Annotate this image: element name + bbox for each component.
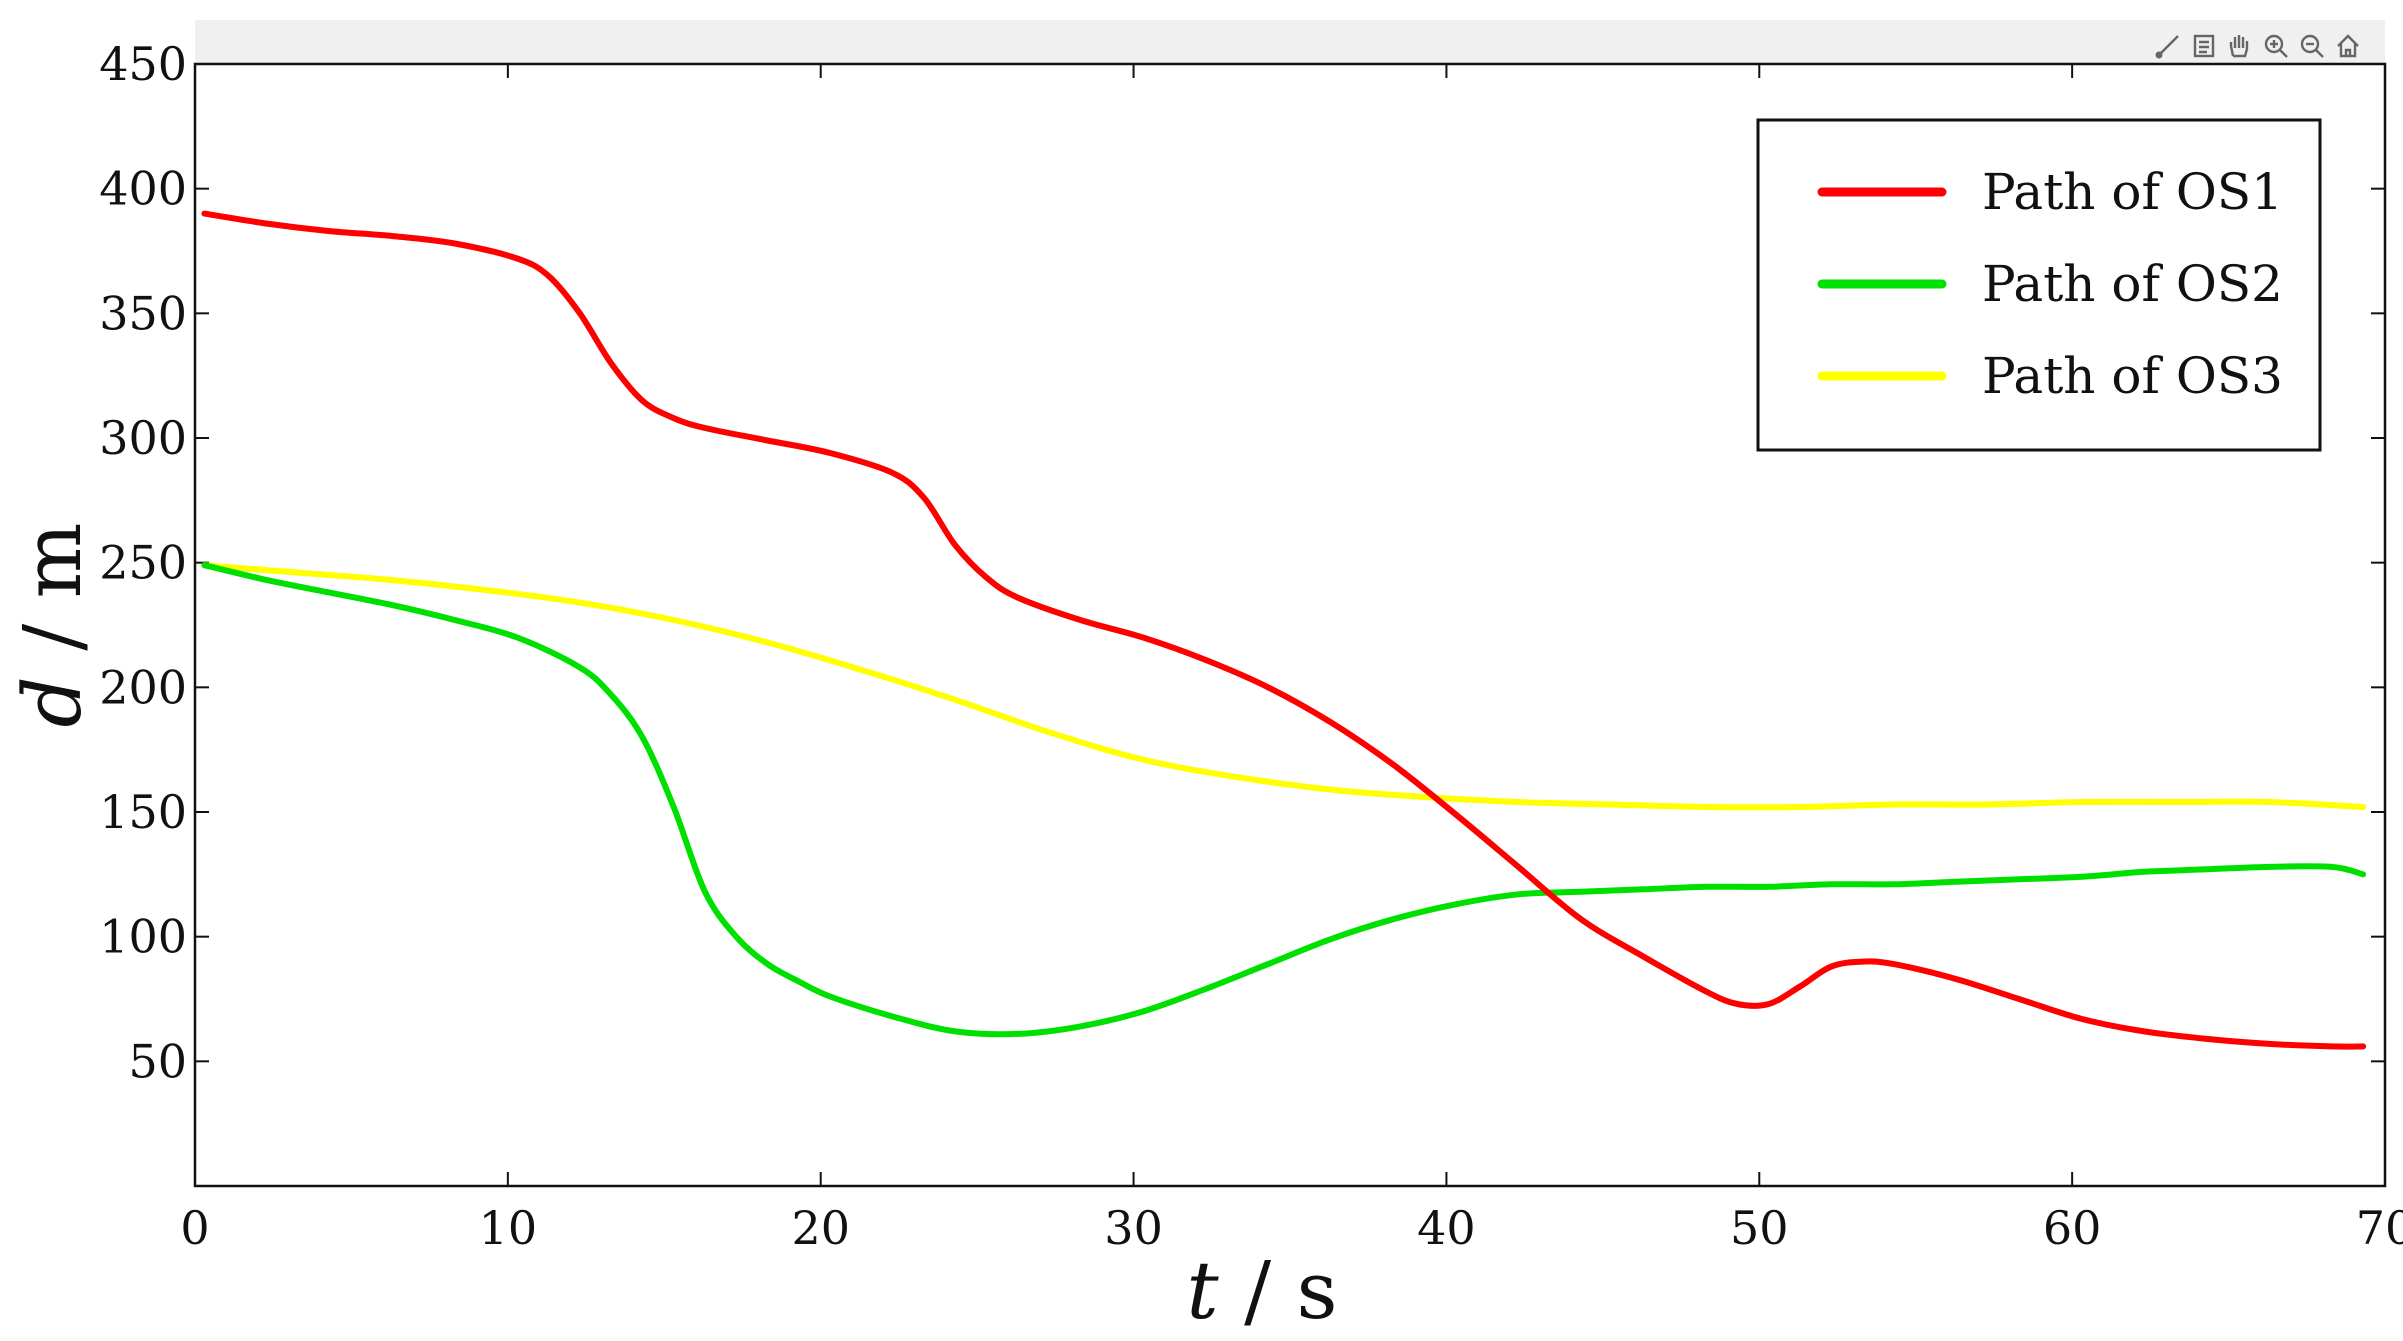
y-tick-label: 100 bbox=[99, 910, 187, 964]
y-axis-variable: d bbox=[6, 676, 99, 727]
brush-icon[interactable] bbox=[2155, 35, 2179, 59]
series-line-os2 bbox=[201, 562, 2367, 1038]
home-icon[interactable] bbox=[2337, 34, 2359, 58]
pan-hand-icon[interactable] bbox=[2229, 35, 2249, 58]
axis-ticks: 0 10 20 30 40 50 60 70 50 100 150 200 250 300 350 400 45… bbox=[99, 37, 2403, 1255]
y-tick-label: 50 bbox=[128, 1034, 187, 1088]
x-axis-separator: / bbox=[1219, 1244, 1297, 1337]
y-tick-label: 400 bbox=[99, 162, 187, 216]
zoom-out-icon[interactable] bbox=[2300, 34, 2324, 58]
chart-toolbar bbox=[2155, 34, 2359, 59]
series-lines bbox=[201, 210, 2367, 1050]
data-cursor-icon[interactable] bbox=[2193, 34, 2215, 58]
legend: Path of OS1 Path of OS2 Path of OS3 bbox=[1756, 118, 2322, 452]
y-tick-label: 250 bbox=[99, 536, 187, 590]
x-tick-label: 30 bbox=[1104, 1201, 1163, 1255]
series-line-os3 bbox=[201, 562, 2367, 811]
legend-label-os1: Path of OS1 bbox=[1982, 163, 2283, 221]
y-tick-label: 350 bbox=[99, 286, 187, 340]
x-axis-unit: s bbox=[1296, 1244, 1337, 1337]
y-axis-title: d / m bbox=[6, 523, 99, 728]
x-tick-label: 50 bbox=[1730, 1201, 1789, 1255]
y-axis-separator: / bbox=[6, 598, 99, 676]
y-tick-label: 150 bbox=[99, 785, 187, 839]
y-tick-label: 450 bbox=[99, 37, 187, 91]
x-tick-label: 70 bbox=[2356, 1201, 2403, 1255]
series-line-os1 bbox=[201, 210, 2367, 1050]
legend-label-os2: Path of OS2 bbox=[1982, 255, 2283, 313]
x-tick-label: 60 bbox=[2043, 1201, 2102, 1255]
x-axis-title: t / s bbox=[1186, 1244, 1337, 1337]
x-tick-label: 0 bbox=[180, 1201, 209, 1255]
x-tick-label: 40 bbox=[1417, 1201, 1476, 1255]
legend-label-os3: Path of OS3 bbox=[1982, 347, 2283, 405]
x-tick-label: 10 bbox=[479, 1201, 538, 1255]
x-axis-variable: t bbox=[1186, 1244, 1219, 1337]
y-tick-label: 200 bbox=[99, 660, 187, 714]
y-tick-label: 300 bbox=[99, 411, 187, 465]
y-axis-unit: m bbox=[6, 523, 99, 599]
toolbar-strip bbox=[195, 20, 2385, 64]
x-tick-label: 20 bbox=[791, 1201, 850, 1255]
zoom-in-icon[interactable] bbox=[2264, 34, 2288, 58]
